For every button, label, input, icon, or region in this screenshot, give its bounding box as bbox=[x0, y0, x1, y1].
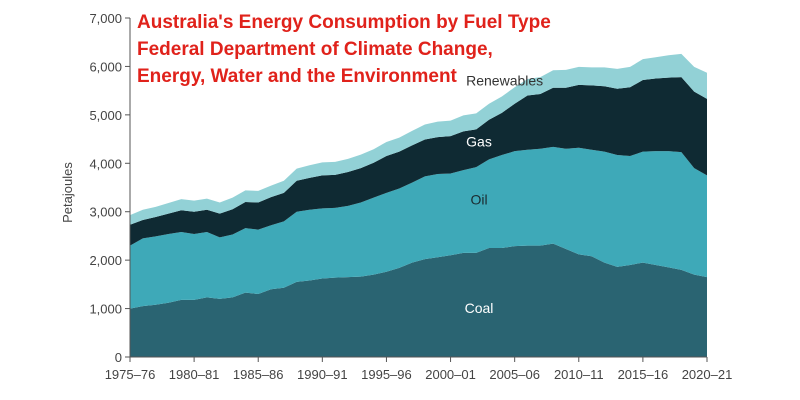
series-label-coal: Coal bbox=[465, 300, 494, 316]
x-tick-label: 1985–86 bbox=[233, 367, 284, 382]
series-label-gas: Gas bbox=[466, 134, 492, 150]
chart-title-line: Federal Department of Climate Change, bbox=[137, 39, 493, 60]
x-tick-label: 2010–11 bbox=[554, 367, 604, 382]
x-tick-label: 2000–01 bbox=[425, 367, 476, 382]
y-tick-label: 2,000 bbox=[89, 253, 122, 268]
y-axis-label: Petajoules bbox=[60, 162, 75, 223]
x-tick-label: 1975–76 bbox=[105, 367, 156, 382]
y-tick-label: 5,000 bbox=[89, 108, 122, 123]
x-tick-label: 1995–96 bbox=[361, 367, 412, 382]
area-gas bbox=[130, 77, 707, 246]
y-tick-label: 1,000 bbox=[89, 302, 122, 317]
x-tick-label: 2005–06 bbox=[489, 367, 540, 382]
series-label-renewables: Renewables bbox=[466, 72, 543, 88]
chart-title-line: Australia's Energy Consumption by Fuel T… bbox=[137, 12, 551, 33]
x-tick-label: 2015–16 bbox=[618, 367, 669, 382]
x-tick-label: 2020–21 bbox=[682, 367, 733, 382]
area-coal bbox=[130, 243, 707, 357]
area-renewables bbox=[130, 53, 707, 225]
y-tick-label: 6,000 bbox=[89, 59, 122, 74]
x-tick-label: 1980–81 bbox=[169, 367, 220, 382]
y-tick-label: 7,000 bbox=[89, 11, 122, 26]
y-tick-label: 4,000 bbox=[89, 156, 122, 171]
x-tick-label: 1990–91 bbox=[297, 367, 348, 382]
y-tick-label: 3,000 bbox=[89, 205, 122, 220]
y-tick-label: 0 bbox=[115, 350, 122, 365]
series-label-oil: Oil bbox=[470, 191, 487, 207]
chart-title-line: Energy, Water and the Environment bbox=[137, 66, 458, 87]
area-oil bbox=[130, 146, 707, 309]
